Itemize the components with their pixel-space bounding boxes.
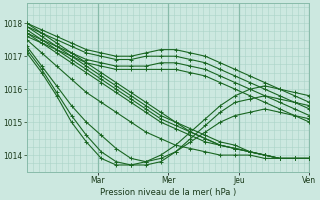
X-axis label: Pression niveau de la mer( hPa ): Pression niveau de la mer( hPa ) bbox=[100, 188, 236, 197]
